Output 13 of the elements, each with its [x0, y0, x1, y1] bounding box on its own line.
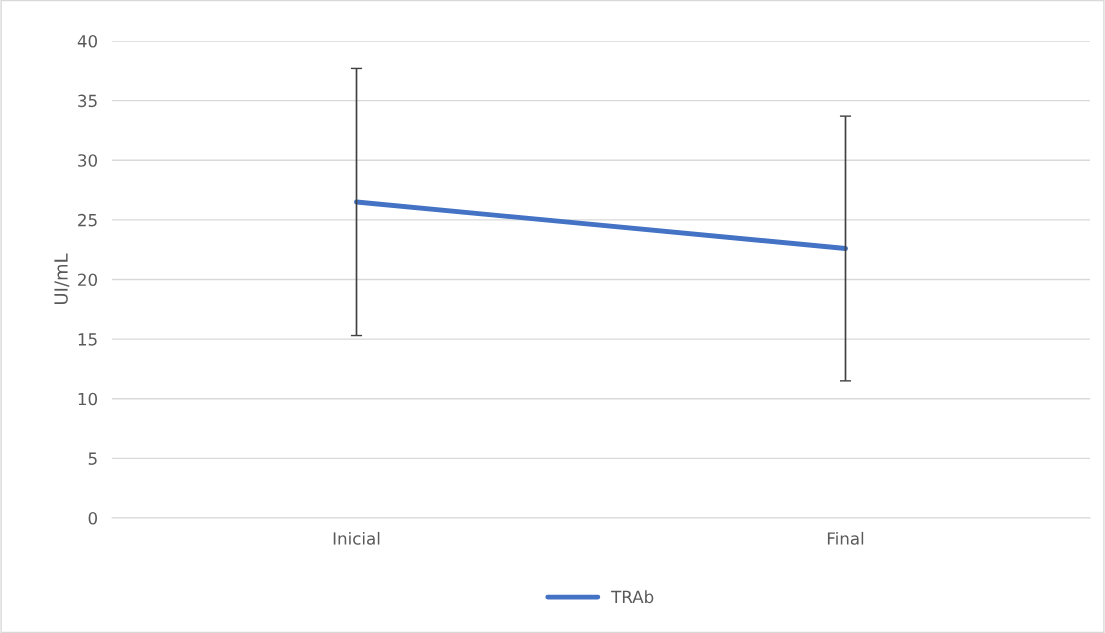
y-tick-label: 35	[78, 94, 97, 108]
y-tick-label: 30	[78, 154, 97, 167]
y-tick-label: 20	[78, 273, 97, 287]
y-tick-label: 0	[88, 511, 97, 525]
y-tick-label: 10	[78, 392, 97, 406]
y-tick-label: 5	[88, 452, 97, 465]
y-tick-label: 25	[78, 213, 97, 227]
x-tick-label: Inicial	[333, 531, 380, 545]
y-tick-label: 15	[78, 333, 97, 346]
x-tick-label: Final	[827, 531, 864, 545]
y-axis-title: UI/mL	[54, 253, 70, 305]
legend-label: TRAb	[611, 590, 654, 604]
y-tick-label: 40	[77, 34, 97, 48]
